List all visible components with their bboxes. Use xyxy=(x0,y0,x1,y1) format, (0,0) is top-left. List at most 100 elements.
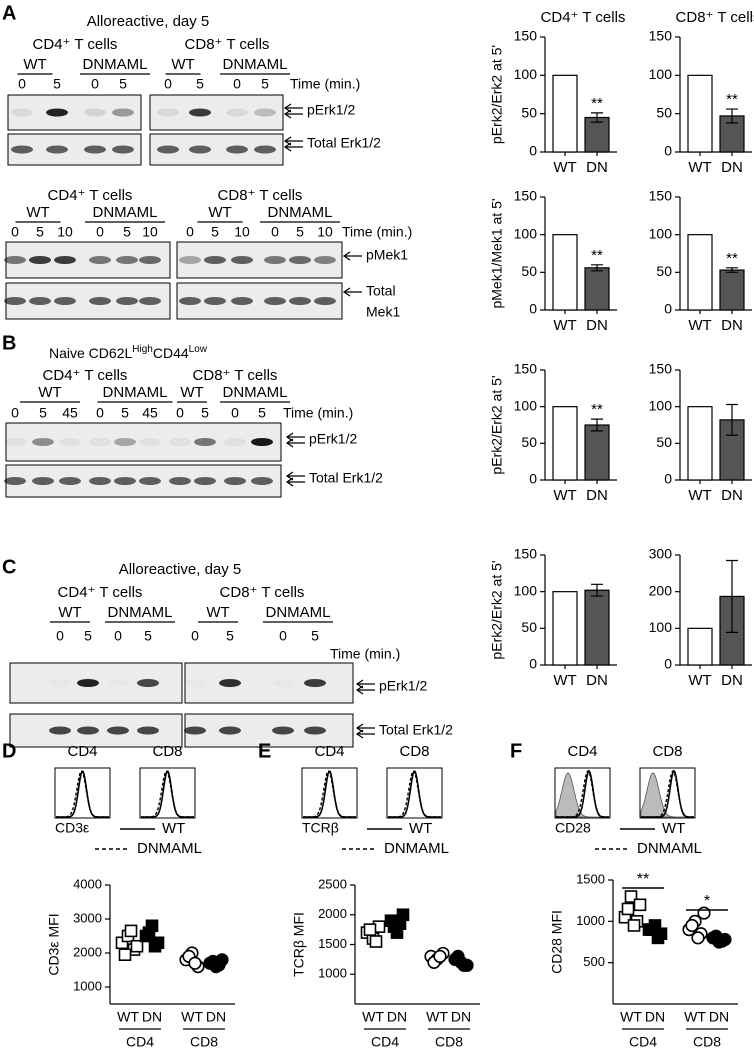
time-label: 10 xyxy=(142,224,158,240)
band xyxy=(189,145,211,154)
group-label: CD4 xyxy=(126,1034,154,1050)
time-label: 5 xyxy=(144,628,152,644)
point xyxy=(621,902,635,916)
cell-group: CD4⁺ T cells xyxy=(48,187,133,204)
y-tick-label: 100 xyxy=(514,66,538,82)
error-bar xyxy=(726,403,738,436)
marker-label: CD28 xyxy=(555,820,591,836)
band xyxy=(264,297,286,305)
x-tick-label: DN xyxy=(586,317,608,334)
y-tick-label: 1500 xyxy=(318,936,347,951)
marker-label: TCRβ xyxy=(302,820,339,836)
band-label: Total Erk1/2 xyxy=(309,470,383,486)
x-tick-label: WT xyxy=(426,1009,448,1025)
bar xyxy=(584,589,610,666)
subtitle-part: High xyxy=(132,344,153,355)
time-label: 0 xyxy=(11,224,19,240)
band xyxy=(32,438,54,446)
time-label: 0 xyxy=(164,76,172,92)
cell-group: CD8⁺ T cells xyxy=(185,36,270,53)
lane-label: WT xyxy=(180,384,203,401)
y-tick-label: 200 xyxy=(649,582,673,598)
legend-label: WT xyxy=(162,820,185,837)
arrow xyxy=(355,723,375,733)
band xyxy=(107,679,129,687)
arrow xyxy=(285,438,305,448)
band xyxy=(59,477,81,485)
band xyxy=(112,145,134,154)
band-label: pErk1/2 xyxy=(379,678,427,694)
y-tick-label: 0 xyxy=(664,656,672,672)
y-tick-label: 50 xyxy=(656,263,672,279)
panel-letter: E xyxy=(258,740,271,762)
bar xyxy=(584,424,610,481)
y-tick-label: 500 xyxy=(583,954,605,969)
point xyxy=(627,919,641,932)
time-label: 0 xyxy=(279,628,287,644)
significance: * xyxy=(704,893,710,910)
y-tick-label: 100 xyxy=(514,225,538,241)
band-label: pMek1 xyxy=(366,247,408,263)
point xyxy=(142,926,156,939)
subtitle-part: CD44 xyxy=(153,345,189,361)
y-tick-label: 150 xyxy=(514,28,538,44)
x-tick-label: WT xyxy=(553,672,576,689)
y-tick-label: 300 xyxy=(649,546,673,562)
legend-label: DNMAML xyxy=(137,840,202,857)
x-tick-label: WT xyxy=(688,317,711,334)
y-tick-label: 0 xyxy=(529,301,537,317)
significance: ** xyxy=(591,401,603,418)
band xyxy=(32,477,54,485)
band xyxy=(29,256,51,264)
band-label: Total Erk1/2 xyxy=(379,722,453,738)
band xyxy=(231,256,253,264)
panel-subtitle: Naive CD62LHighCD44Low xyxy=(49,344,208,361)
lane-label: DNMAML xyxy=(102,384,167,401)
x-tick-label: WT xyxy=(688,159,711,176)
significance: ** xyxy=(637,871,649,888)
significance: ** xyxy=(726,91,738,108)
time-label: 5 xyxy=(211,224,219,240)
y-tick-label: 100 xyxy=(649,397,673,413)
band xyxy=(204,297,226,305)
y-tick-label: 100 xyxy=(649,619,673,635)
blot xyxy=(5,422,282,462)
band xyxy=(189,108,211,117)
group-label: CD4 xyxy=(371,1034,399,1050)
bar xyxy=(552,406,578,481)
time-label: 10 xyxy=(234,224,250,240)
y-tick-label: 50 xyxy=(521,434,537,450)
band xyxy=(114,477,136,485)
bar xyxy=(552,591,578,666)
band xyxy=(84,145,106,154)
band xyxy=(139,477,161,485)
point xyxy=(369,935,383,948)
band xyxy=(46,108,68,117)
band xyxy=(54,256,76,264)
y-tick-label: 1500 xyxy=(576,871,605,886)
y-tick-label: 0 xyxy=(664,471,672,487)
lane-label: WT xyxy=(208,204,231,221)
lane-label: WT xyxy=(26,204,49,221)
time-axis-label: Time (min.) xyxy=(330,646,400,662)
time-label: 5 xyxy=(119,76,127,92)
y-tick-label: 150 xyxy=(514,546,538,562)
histogram-frame xyxy=(301,767,358,819)
arrow xyxy=(285,432,305,442)
y-axis-label: CD3ε MFI xyxy=(46,913,62,975)
band-label: pErk1/2 xyxy=(307,102,355,118)
time-label: 5 xyxy=(121,405,129,421)
band xyxy=(54,297,76,305)
wt-curve xyxy=(556,769,609,818)
arrow xyxy=(342,287,362,297)
y-tick-label: 4000 xyxy=(73,876,102,891)
arrow xyxy=(342,251,362,261)
panel-title: Alloreactive, day 5 xyxy=(87,13,210,30)
band xyxy=(77,726,99,735)
legend-label: WT xyxy=(662,820,685,837)
x-tick-label: DN xyxy=(586,672,608,689)
bar xyxy=(687,234,713,311)
lane-label: DNMAML xyxy=(267,204,332,221)
time-axis-label: Time (min.) xyxy=(290,76,360,92)
